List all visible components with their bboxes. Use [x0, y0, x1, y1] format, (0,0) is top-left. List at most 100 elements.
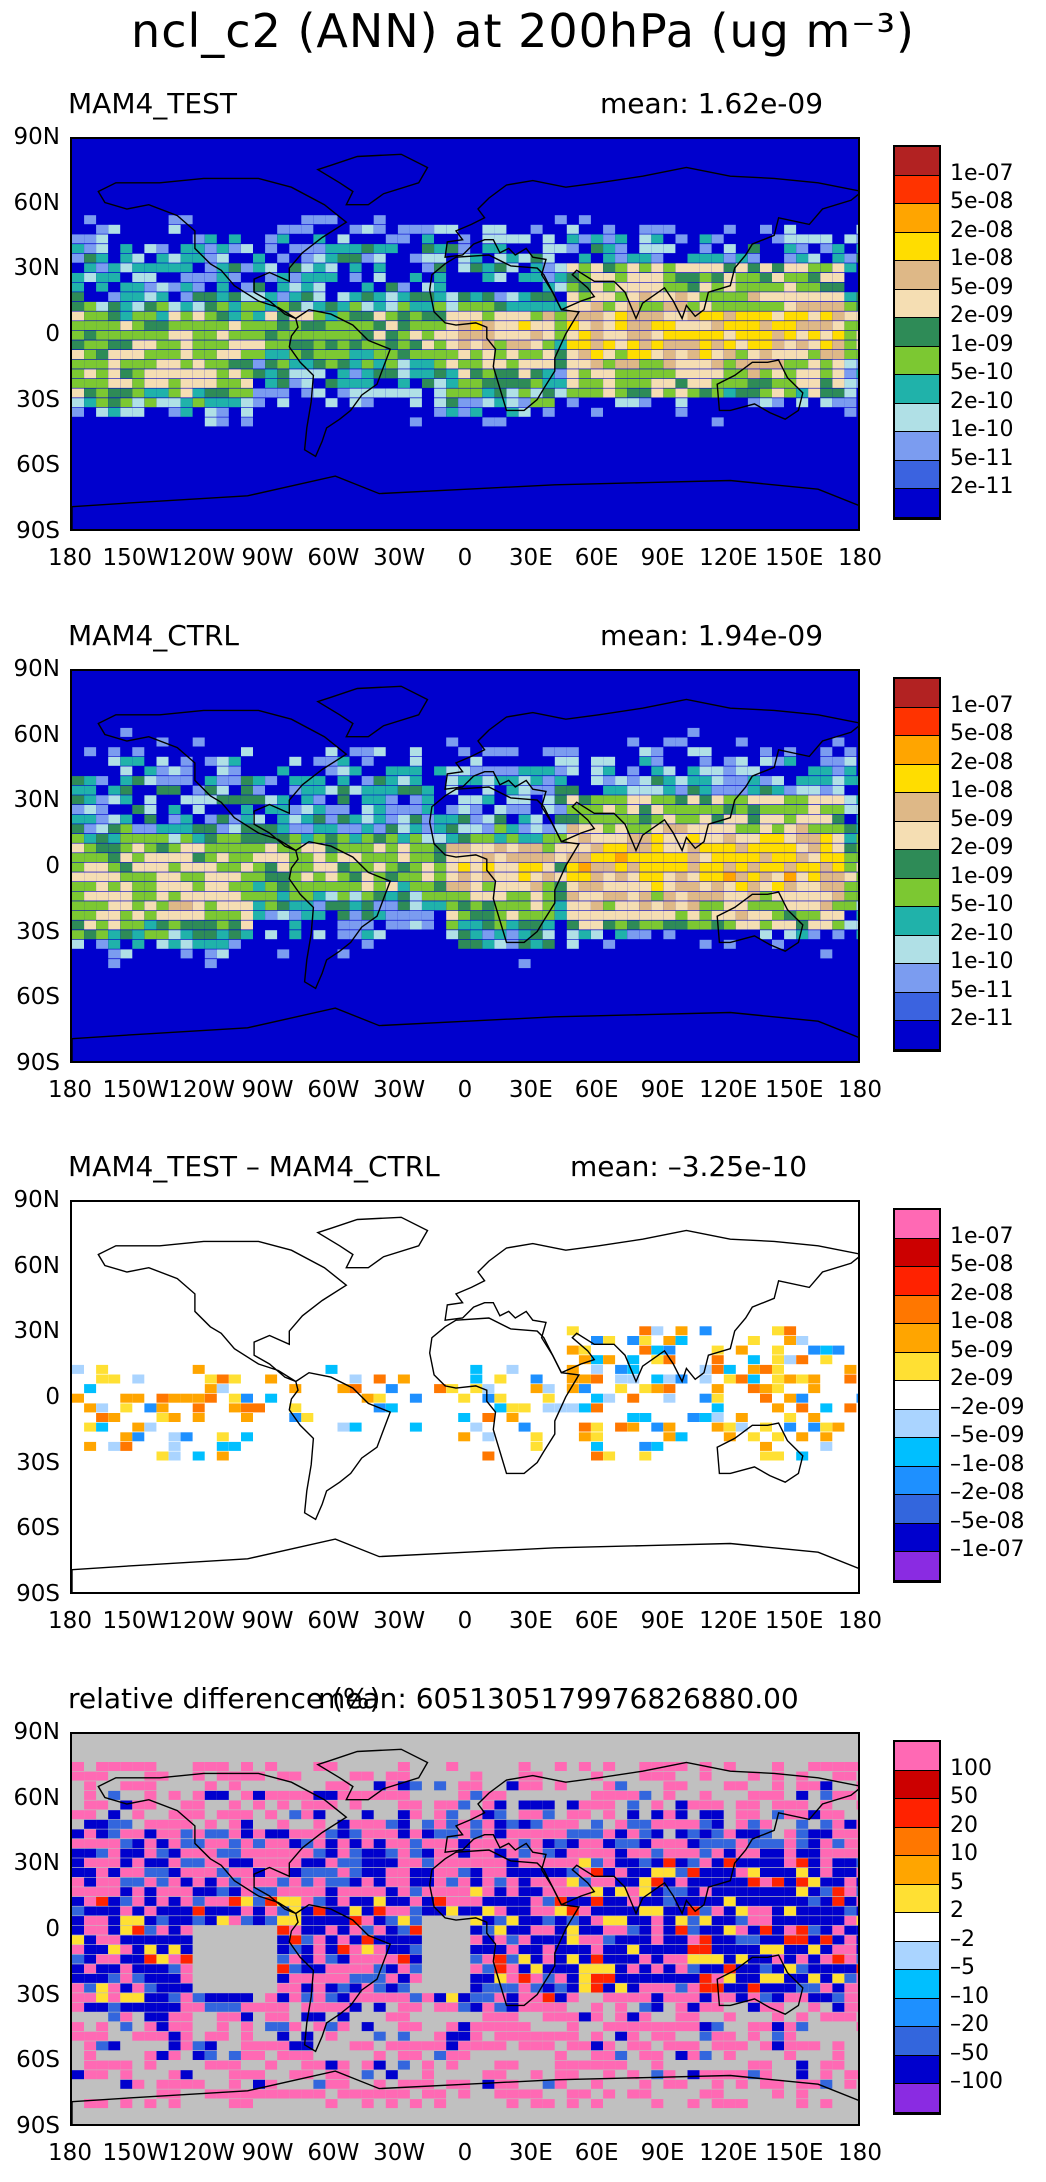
field-cell — [72, 939, 84, 949]
field-cell — [832, 263, 845, 273]
field-cell — [180, 263, 193, 273]
field-cell — [554, 369, 567, 379]
field-cell — [349, 901, 362, 911]
field-cell — [760, 1906, 772, 1916]
field-cell — [687, 727, 700, 737]
field-cell — [784, 282, 797, 292]
field-cell — [192, 872, 205, 882]
field-cell — [518, 920, 531, 930]
field-cell — [772, 311, 784, 321]
field-cell — [301, 2031, 314, 2041]
field-cell — [651, 1935, 664, 1945]
field-cell — [84, 1848, 97, 1858]
field-cell — [711, 2022, 724, 2032]
field-cell — [699, 1916, 712, 1926]
field-cell — [747, 1839, 760, 1849]
field-cell — [192, 1906, 205, 1916]
field-cell — [651, 378, 664, 388]
field-cell — [458, 795, 471, 805]
coastline-antarctica — [72, 2070, 858, 2124]
field-cell — [808, 1877, 821, 1887]
field-cell — [397, 1848, 410, 1858]
field-cell — [422, 1839, 434, 1849]
field-cell — [735, 1422, 748, 1432]
field-cell — [747, 2022, 760, 2032]
field-cell — [856, 1973, 858, 1983]
field-cell — [699, 2051, 712, 2060]
field-cell — [277, 814, 290, 824]
field-cell — [325, 340, 338, 350]
field-cell — [120, 1848, 133, 1858]
field-cell — [168, 1964, 181, 1974]
field-cell — [434, 814, 447, 824]
field-cell — [482, 263, 495, 273]
field-cell — [506, 2012, 519, 2022]
field-cell — [216, 1762, 229, 1771]
field-cell — [603, 1964, 616, 1974]
field-cell — [747, 1800, 760, 1810]
field-cell — [687, 1877, 700, 1887]
field-cell — [675, 1800, 688, 1810]
field-cell — [216, 388, 229, 398]
field-cell — [578, 2089, 591, 2099]
field-cell — [228, 321, 241, 331]
field-cell — [699, 378, 712, 388]
field-cell — [289, 833, 302, 843]
field-cell — [796, 1877, 809, 1887]
field-cell — [204, 350, 217, 359]
field-cell — [361, 301, 374, 311]
field-cell — [385, 920, 398, 930]
lon-tick-label: 120W — [168, 1608, 235, 1634]
field-cell — [349, 311, 362, 321]
field-cell — [723, 273, 736, 282]
field-cell — [446, 872, 459, 882]
field-cell — [735, 785, 748, 795]
field-cell — [627, 862, 640, 872]
field-cell — [711, 1945, 724, 1954]
field-cell — [772, 1345, 784, 1355]
field-cell — [796, 244, 809, 254]
field-cell — [615, 1858, 628, 1868]
field-cell — [615, 301, 628, 311]
field-cell — [216, 1916, 229, 1926]
field-cell — [373, 330, 386, 340]
field-cell — [772, 1384, 784, 1394]
field-cell — [422, 805, 434, 814]
field-cell — [253, 1800, 265, 1810]
field-cell — [772, 833, 784, 843]
field-cell — [228, 756, 241, 766]
field-cell — [373, 1916, 386, 1926]
field-cell — [482, 1916, 495, 1926]
lon-tick-label: 120W — [168, 2140, 235, 2166]
field-cell — [796, 872, 809, 882]
field-cell — [735, 1887, 748, 1897]
field-cell — [832, 795, 845, 805]
field-cell — [603, 1916, 616, 1926]
field-cell — [156, 301, 169, 311]
field-cell — [566, 2041, 579, 2051]
field-cell — [84, 1973, 97, 1983]
field-cell — [241, 872, 253, 882]
field-cell — [349, 1858, 362, 1868]
field-cell — [180, 340, 193, 350]
field-cell — [84, 1935, 97, 1945]
field-cell — [518, 785, 531, 795]
field-cell — [373, 1906, 386, 1916]
field-cell — [349, 814, 362, 824]
field-cell — [627, 1983, 640, 1993]
field-cell — [313, 2012, 326, 2022]
field-cell — [253, 1771, 265, 1781]
field-cell — [192, 1451, 205, 1461]
field-cell — [409, 1954, 422, 1964]
field-cell — [397, 1781, 410, 1791]
field-cell — [651, 1819, 664, 1829]
field-cell — [446, 1810, 459, 1820]
field-cell — [542, 2012, 555, 2022]
field-cell — [711, 1839, 724, 1849]
field-cell — [506, 1819, 519, 1829]
colorbar-swatch — [895, 1827, 939, 1857]
field-cell — [132, 1964, 145, 1974]
field-cell — [747, 853, 760, 863]
field-cell — [542, 1384, 555, 1394]
field-cell — [228, 1993, 241, 2003]
